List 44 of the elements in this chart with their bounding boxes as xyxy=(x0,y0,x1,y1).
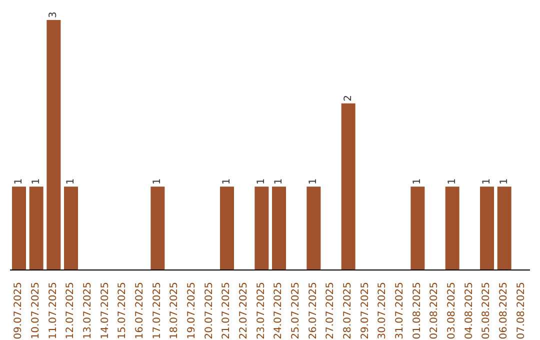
data-label: 1 xyxy=(274,178,284,185)
x-tick-label: 16.07.2025 xyxy=(134,282,146,340)
x-tick-label: 27.07.2025 xyxy=(325,282,336,340)
x-tick-label: 14.07.2025 xyxy=(100,282,111,340)
x-tick-label: 28.07.2025 xyxy=(342,282,354,340)
x-tick-label: 30.07.2025 xyxy=(377,282,388,340)
x-tick-label: 31.07.2025 xyxy=(394,282,406,340)
x-tick-label: 24.07.2025 xyxy=(273,282,284,340)
x-tick-label: 03.08.2025 xyxy=(446,282,458,340)
x-tick-label: 25.07.2025 xyxy=(290,282,302,340)
x-tick-label: 20.07.2025 xyxy=(204,282,215,340)
x-tick-label: 17.07.2025 xyxy=(152,282,163,340)
x-tick-label: 02.08.2025 xyxy=(429,282,440,340)
x-tick-label: 23.07.2025 xyxy=(256,282,267,340)
data-label: 1 xyxy=(308,178,320,185)
x-tick-label: 19.07.2025 xyxy=(186,282,198,340)
data-label: 1 xyxy=(498,178,510,185)
x-tick-label: 04.08.2025 xyxy=(464,282,475,340)
x-tick-label: 01.08.2025 xyxy=(412,282,423,340)
x-tick-label: 29.07.2025 xyxy=(360,282,371,340)
x-tick-label: 18.07.2025 xyxy=(169,282,180,340)
data-label: 1 xyxy=(14,178,24,185)
data-label: 1 xyxy=(256,178,268,185)
data-label: 1 xyxy=(152,178,164,185)
data-label: 2 xyxy=(342,94,354,102)
x-tick-label: 13.07.2025 xyxy=(82,282,94,340)
data-label: 1 xyxy=(446,178,458,185)
x-tick-label: 22.07.2025 xyxy=(238,282,250,340)
x-tick-label: 15.07.2025 xyxy=(117,282,128,340)
data-label: 1 xyxy=(66,178,76,185)
data-label: 1 xyxy=(412,178,424,185)
data-label: 1 xyxy=(222,178,232,185)
x-tick-label: 12.07.2025 xyxy=(65,282,76,340)
data-label: 1 xyxy=(482,178,492,185)
data-label: 3 xyxy=(48,12,60,18)
x-tick-label: 07.08.2025 xyxy=(516,282,527,340)
x-tick-label: 05.08.2025 xyxy=(481,282,492,340)
x-tick-label: 11.07.2025 xyxy=(48,282,59,340)
data-label: 1 xyxy=(30,178,42,185)
x-tick-label: 10.07.2025 xyxy=(30,282,42,340)
x-tick-label: 21.07.2025 xyxy=(221,282,232,340)
x-tick-label: 06.08.2025 xyxy=(498,282,510,340)
x-tick-label: 26.07.2025 xyxy=(308,282,319,340)
x-tick-label: 09.07.2025 xyxy=(13,282,24,340)
